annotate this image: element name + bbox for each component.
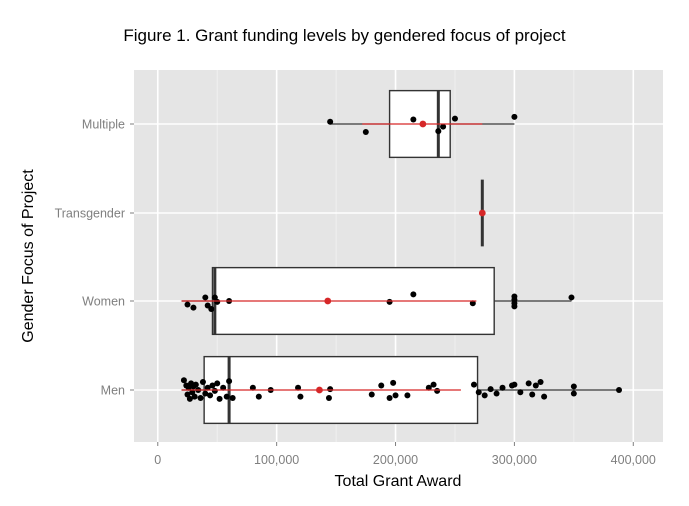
data-point-men <box>475 389 482 396</box>
data-point-men <box>325 395 332 402</box>
y-axis: Men Women Transgender Multiple <box>55 118 134 398</box>
data-point-men <box>529 391 536 398</box>
data-point-women <box>211 294 218 301</box>
data-point-men <box>209 382 216 389</box>
data-point-men <box>204 384 211 391</box>
data-point-men <box>229 395 236 402</box>
data-point-women <box>386 298 393 305</box>
data-point-men <box>430 381 437 388</box>
data-point-men <box>517 389 524 396</box>
data-point-men <box>202 390 209 397</box>
data-point-men <box>185 384 192 391</box>
data-point-women <box>190 304 197 311</box>
data-point-men <box>570 383 577 390</box>
data-point-men <box>493 390 500 397</box>
data-point-men <box>191 393 198 400</box>
data-point-men <box>192 381 199 388</box>
data-point-multiple <box>410 116 417 123</box>
data-point-men <box>197 395 204 402</box>
data-point-men <box>481 392 488 399</box>
data-point-men <box>525 380 532 387</box>
data-point-men <box>255 393 262 400</box>
data-point-women <box>202 294 209 301</box>
y-tick-label-transgender: Transgender <box>55 207 125 221</box>
x-tick-label: 300,000 <box>492 453 537 467</box>
data-point-men <box>537 378 544 385</box>
data-point-men <box>570 390 577 397</box>
x-axis: 0 100,000 200,000 300,000 400,000 <box>154 442 656 467</box>
data-point-men <box>214 380 221 387</box>
data-point-men <box>390 379 397 386</box>
data-point-men <box>249 384 256 391</box>
data-point-multiple <box>435 128 442 135</box>
mean-point-women <box>324 297 332 305</box>
x-tick-label: 200,000 <box>373 453 418 467</box>
data-point-men <box>223 393 230 400</box>
data-point-women <box>469 300 476 307</box>
data-point-multiple <box>440 123 447 130</box>
data-point-women <box>208 306 215 313</box>
data-point-men <box>295 384 302 391</box>
data-point-men <box>470 381 477 388</box>
point-layer <box>180 113 623 402</box>
data-point-men <box>532 382 539 389</box>
data-point-men <box>499 384 506 391</box>
data-point-men <box>378 382 385 389</box>
data-point-women <box>214 298 221 305</box>
data-point-men <box>434 387 441 394</box>
mean-point-multiple <box>419 120 427 128</box>
x-tick-label: 100,000 <box>254 453 299 467</box>
data-point-men <box>392 392 399 399</box>
data-point-men <box>207 392 214 399</box>
mean-point-men <box>316 386 323 394</box>
y-tick-label-women: Women <box>82 295 125 309</box>
data-point-men <box>511 381 518 388</box>
data-point-men <box>487 386 494 393</box>
x-tick-label: 0 <box>154 453 161 467</box>
data-point-men <box>425 384 432 391</box>
data-point-multiple <box>362 129 369 136</box>
data-point-women <box>184 301 191 308</box>
data-point-men <box>297 393 304 400</box>
data-point-multiple <box>327 118 334 125</box>
mean-point-transgender <box>478 209 486 217</box>
data-point-men <box>211 387 218 394</box>
data-point-men <box>186 395 193 402</box>
y-tick-label-men: Men <box>101 384 125 398</box>
data-point-men <box>404 392 411 399</box>
data-point-men <box>216 395 223 402</box>
mean-layer <box>181 120 486 394</box>
data-point-men <box>327 386 334 393</box>
x-axis-label: Total Grant Award <box>335 473 462 490</box>
data-point-multiple <box>451 115 458 122</box>
data-point-women <box>511 303 518 310</box>
data-point-women <box>410 291 417 298</box>
data-point-men <box>226 378 233 385</box>
data-point-men <box>199 378 206 385</box>
data-point-men <box>189 389 196 396</box>
data-point-men <box>368 391 375 398</box>
chart-title: Figure 1. Grant funding levels by gender… <box>123 26 566 45</box>
data-point-men <box>386 395 393 402</box>
y-axis-label: Gender Focus of Project <box>20 169 37 343</box>
data-point-men <box>184 391 191 398</box>
data-point-men <box>616 387 623 393</box>
data-point-women <box>568 294 575 301</box>
data-point-men <box>180 377 187 384</box>
x-tick-label: 400,000 <box>611 453 656 467</box>
data-point-men <box>220 384 227 391</box>
y-tick-label-multiple: Multiple <box>82 118 125 132</box>
data-point-multiple <box>511 113 518 120</box>
data-point-men <box>541 393 548 400</box>
